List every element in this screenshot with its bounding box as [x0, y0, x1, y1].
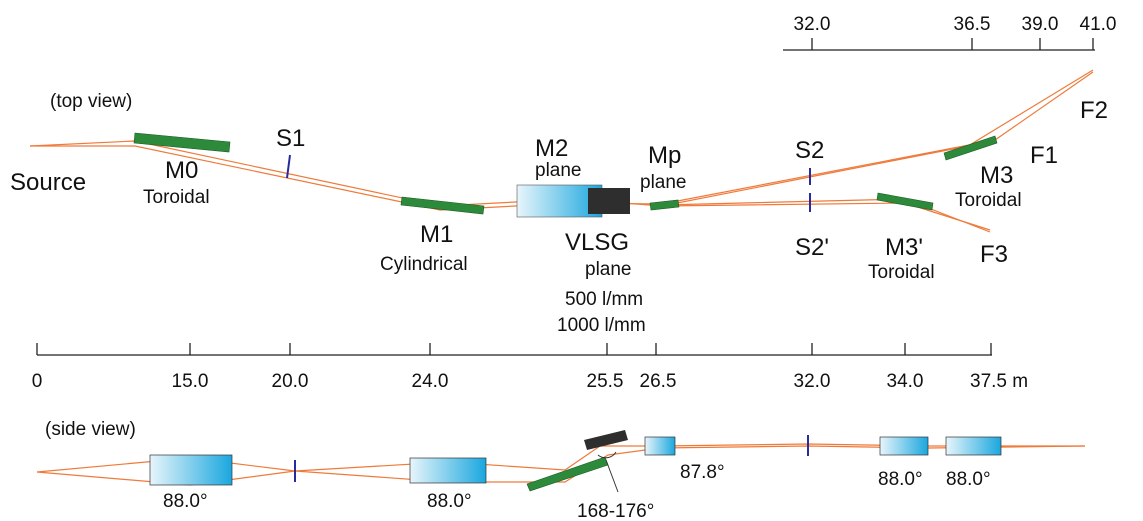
element-name: S1	[276, 125, 305, 152]
scale-label: 24.0	[412, 371, 449, 392]
element-name: M2	[535, 135, 568, 162]
grating-lines: 500 l/mm	[565, 289, 643, 310]
angle-label: 88.0°	[163, 491, 208, 512]
scale-label: 25.5	[587, 371, 624, 392]
side-m1	[409, 457, 487, 484]
scale-label: 32.0	[794, 371, 831, 392]
grating-lines: 1000 l/mm	[557, 315, 646, 336]
element-name: M3'	[885, 234, 923, 261]
side-mp	[644, 436, 676, 456]
element-name: M0	[165, 157, 198, 184]
focus-label: F1	[1030, 142, 1058, 169]
view-title: (side view)	[45, 419, 136, 440]
element-name: M1	[420, 221, 453, 248]
element-type: plane	[535, 160, 582, 181]
scale-label: 0	[32, 371, 43, 392]
element-name: M3	[980, 162, 1013, 189]
angle-label: 88.0°	[427, 491, 472, 512]
element-name: VLSG	[565, 229, 629, 256]
angle-label: 88.0°	[878, 469, 923, 490]
scale-label: 41.0	[1080, 14, 1117, 35]
scale-label: 15.0	[172, 371, 209, 392]
element-type: plane	[640, 172, 687, 193]
bottom-scale: 0 15.0 20.0 24.0 25.5 26.5 32.0 34.0 37.…	[32, 343, 1028, 392]
source-label: Source	[10, 169, 86, 196]
scale-label: 37.5 m	[970, 371, 1028, 392]
element-type: plane	[585, 259, 632, 280]
focus-label: F2	[1080, 97, 1108, 124]
mirror-mp	[649, 199, 680, 211]
side-m3p	[945, 436, 1002, 456]
angle-arc	[597, 451, 617, 459]
grating	[588, 188, 630, 214]
element-name: S2	[795, 137, 824, 164]
scale-label: 39.0	[1022, 14, 1059, 35]
scale-label: 32.0	[794, 14, 831, 35]
scale-label: 34.0	[887, 371, 924, 392]
element-type: Toroidal	[955, 190, 1022, 211]
side-m2	[526, 456, 609, 492]
angle-pointer	[605, 459, 619, 493]
side-m3	[879, 436, 929, 456]
side-m0	[149, 454, 233, 486]
angle-label: 168-176°	[577, 501, 654, 521]
mirror-m0	[133, 132, 231, 153]
mirror-m1	[400, 196, 485, 215]
scale-label: 20.0	[272, 371, 309, 392]
slit-s1	[286, 154, 291, 179]
element-type: Cylindrical	[380, 254, 468, 275]
scale-label: 26.5	[640, 371, 677, 392]
scale-label: 36.5	[954, 14, 991, 35]
focus-label: F3	[980, 241, 1008, 268]
element-name: Mp	[648, 142, 681, 169]
angle-label: 87.8°	[680, 462, 725, 483]
angle-label: 88.0°	[946, 469, 991, 490]
element-name: S2'	[795, 234, 829, 261]
view-title: (top view)	[50, 91, 132, 112]
element-type: Toroidal	[868, 262, 935, 283]
mirror-m3p	[876, 192, 934, 211]
mirror-m3	[943, 135, 998, 161]
mirror-m2	[516, 184, 603, 218]
element-type: Toroidal	[143, 187, 210, 208]
top-scale: 32.0 36.5 39.0 41.0	[783, 14, 1117, 51]
side-grating	[584, 430, 628, 450]
